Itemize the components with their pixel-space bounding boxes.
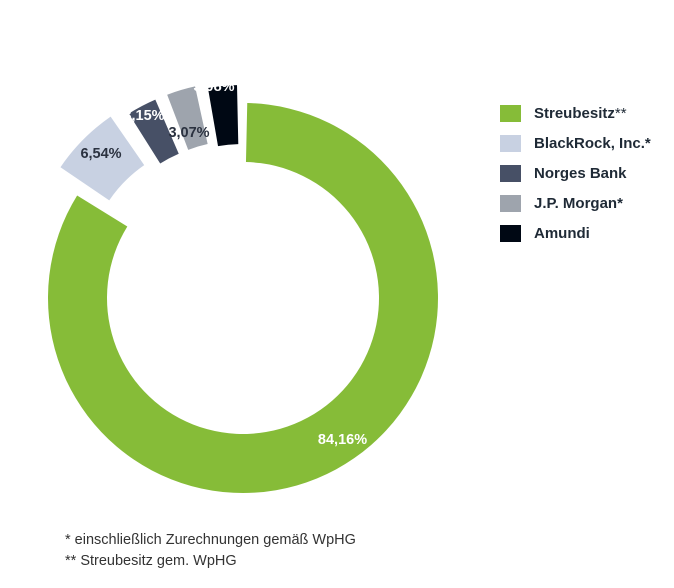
legend-suffix-streubesitz: **: [614, 104, 627, 122]
data-label-amundi: 3,08%: [193, 79, 234, 95]
slice-streubesitz[interactable]: [48, 103, 439, 494]
footnote-2: ** Streubesitz gem. WpHG: [65, 553, 237, 569]
data-label-streubesitz: 84,16%: [318, 432, 367, 448]
legend-swatch-streubesitz: [500, 104, 521, 122]
legend-item-blackrock[interactable]: BlackRock, Inc.*: [500, 128, 651, 158]
legend-item-streubesitz[interactable]: Streubesitz**: [500, 98, 651, 128]
legend-suffix-blackrock: *: [644, 134, 651, 152]
legend-label-norges-bank: Norges Bank: [534, 164, 627, 182]
slice-norges-bank[interactable]: [128, 99, 179, 164]
legend-item-amundi[interactable]: Amundi: [500, 218, 651, 248]
legend-swatch-blackrock: [500, 134, 521, 152]
legend-swatch-amundi: [500, 224, 521, 242]
footnote-1: * einschließlich Zurechnungen gemäß WpHG: [65, 532, 356, 548]
slice-amundi[interactable]: [207, 85, 239, 147]
data-label-norges-bank: 3,15%: [123, 108, 164, 124]
legend-suffix-jp-morgan: *: [617, 194, 623, 212]
legend-label-streubesitz: Streubesitz: [534, 104, 615, 122]
legend-item-jp-morgan[interactable]: J.P. Morgan*: [500, 188, 651, 218]
legend-swatch-norges-bank: [500, 164, 521, 182]
legend-label-blackrock: BlackRock, Inc.: [534, 134, 645, 152]
footnotes: * einschließlich Zurechnungen gemäß WpHG…: [65, 530, 356, 572]
legend-item-norges-bank[interactable]: Norges Bank: [500, 158, 651, 188]
legend: Streubesitz** BlackRock, Inc.* Norges Ba…: [500, 98, 651, 248]
legend-label-amundi: Amundi: [534, 224, 590, 242]
legend-swatch-jp-morgan: [500, 194, 521, 212]
slice-jp-morgan[interactable]: [167, 86, 208, 150]
data-label-blackrock: 6,54%: [80, 146, 121, 162]
slice-blackrock[interactable]: [60, 116, 145, 201]
data-label-jp-morgan: 3,07%: [168, 125, 209, 141]
legend-label-jp-morgan: J.P. Morgan: [534, 194, 618, 212]
